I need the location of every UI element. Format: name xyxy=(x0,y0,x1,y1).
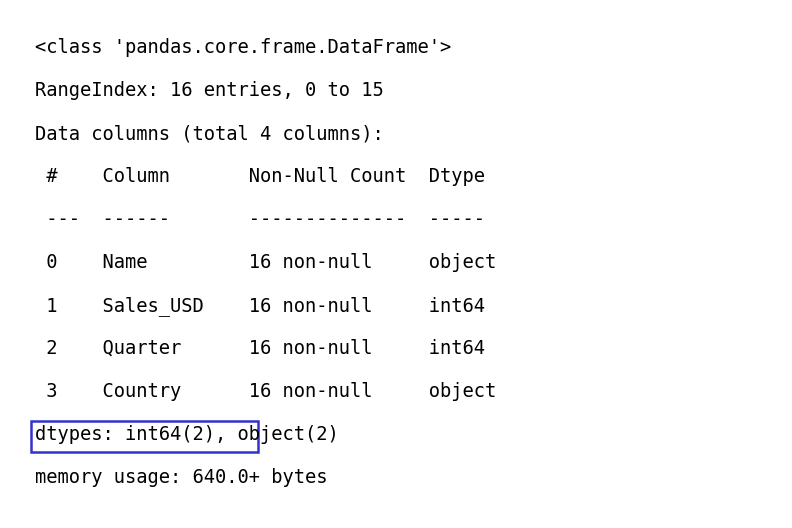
Text: dtypes: int64(2), object(2): dtypes: int64(2), object(2) xyxy=(35,425,339,444)
Text: <class 'pandas.core.frame.DataFrame'>: <class 'pandas.core.frame.DataFrame'> xyxy=(35,38,451,57)
Text: memory usage: 640.0+ bytes: memory usage: 640.0+ bytes xyxy=(35,468,328,487)
Text: RangeIndex: 16 entries, 0 to 15: RangeIndex: 16 entries, 0 to 15 xyxy=(35,81,384,100)
Text: #    Column       Non-Null Count  Dtype: # Column Non-Null Count Dtype xyxy=(35,167,485,186)
Text: 2    Quarter      16 non-null     int64: 2 Quarter 16 non-null int64 xyxy=(35,339,485,358)
Text: 3    Country      16 non-null     object: 3 Country 16 non-null object xyxy=(35,382,497,401)
Text: ---  ------       --------------  -----: --- ------ -------------- ----- xyxy=(35,210,485,229)
Text: 1    Sales_USD    16 non-null     int64: 1 Sales_USD 16 non-null int64 xyxy=(35,296,485,316)
Text: Data columns (total 4 columns):: Data columns (total 4 columns): xyxy=(35,124,384,143)
Text: 0    Name         16 non-null     object: 0 Name 16 non-null object xyxy=(35,253,497,272)
